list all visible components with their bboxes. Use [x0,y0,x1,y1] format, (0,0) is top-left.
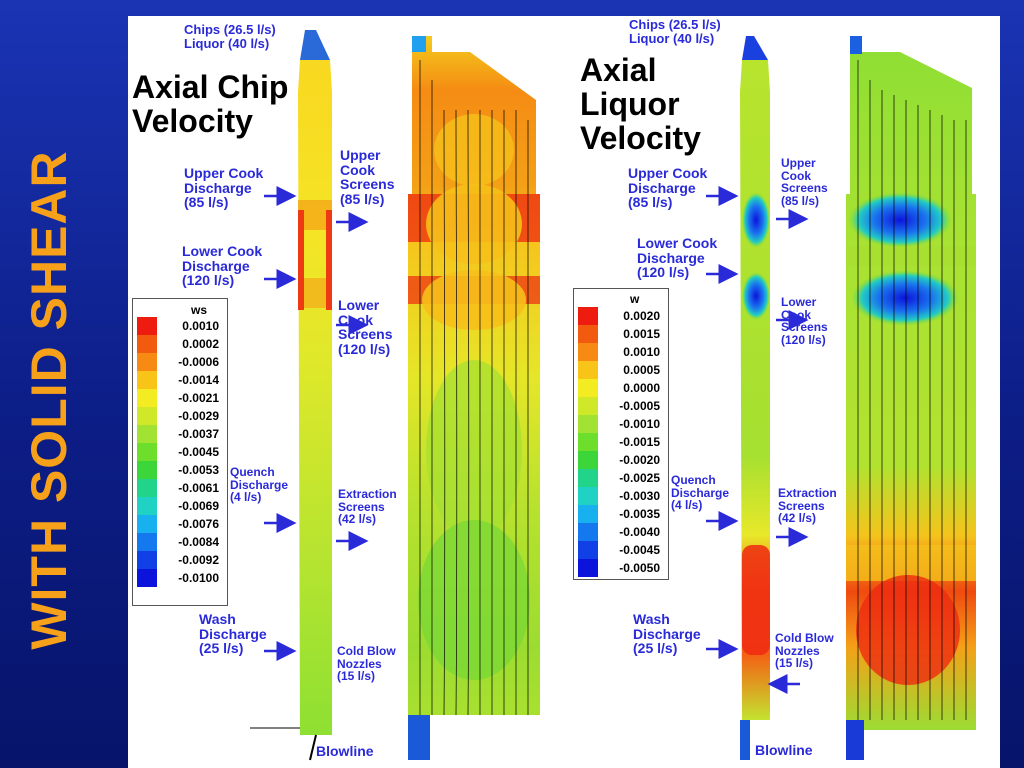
left-legend-value: -0.0006 [178,355,219,369]
right-legend-swatch [578,361,598,379]
right-lower-cook-screens-label: Lower Cook Screens (120 l/s) [781,295,828,347]
left-legend-swatch [137,389,157,407]
right-legend-value: -0.0025 [619,471,660,485]
right-wash-discharge-label: Wash Discharge (25 l/s) [633,611,701,657]
left-legend-value: 0.0002 [182,337,219,351]
right-legend-swatch [578,433,598,451]
left-legend-value: -0.0029 [178,409,219,423]
left-legend-value: 0.0010 [182,319,219,333]
right-legend-value: -0.0050 [619,561,660,575]
right-legend-value: -0.0010 [619,417,660,431]
right-arrows [706,186,809,694]
right-legend-value: -0.0040 [619,525,660,539]
left-blowline-label: Blowline [316,743,374,759]
left-legend-value: -0.0053 [178,463,219,477]
left-legend-value: -0.0076 [178,517,219,531]
right-legend-title: w [630,292,640,306]
left-extraction-screens-label: Extraction Screens (42 l/s) [338,487,397,527]
right-quench-discharge-label: Quench Discharge (4 l/s) [671,473,730,513]
right-legend-value: -0.0015 [619,435,660,449]
left-legend-swatch [137,479,157,497]
right-legend-swatch [578,451,598,469]
right-legend-swatch [578,343,598,361]
left-legend-swatch [137,569,157,587]
right-lower-cook-discharge-label: Lower Cook Discharge (120 l/s) [637,235,718,281]
right-legend-value: -0.0030 [619,489,660,503]
left-legend-value: -0.0021 [178,391,219,405]
right-legend-swatch [578,325,598,343]
left-legend-swatch [137,533,157,551]
left-legend-swatch [137,353,157,371]
left-chip-contour [408,36,540,760]
left-legend-value: -0.0092 [178,553,219,567]
left-cold-blow-nozzles-label: Cold Blow Nozzles (15 l/s) [337,644,396,684]
right-inlet-label: Chips (26.5 l/s) Liquor (40 l/s) [629,17,721,46]
right-title: Axial Liquor Velocity [580,52,701,157]
left-legend-swatch [137,461,157,479]
left-legend-swatch [137,335,157,353]
left-legend-value: -0.0069 [178,499,219,513]
streamlines [418,59,967,720]
right-legend-value: 0.0015 [623,327,660,341]
left-legend-swatch [137,425,157,443]
left-title: Axial Chip Velocity [132,69,289,140]
left-legend-swatch [137,443,157,461]
left-legend-value: -0.0061 [178,481,219,495]
left-quench-discharge-label: Quench Discharge (4 l/s) [230,465,289,505]
right-legend-swatch [578,307,598,325]
right-legend-value: -0.0035 [619,507,660,521]
left-lower-cook-screens-label: Lower Cook Screens (120 l/s) [338,297,393,358]
right-extraction-screens-label: Extraction Screens (42 l/s) [778,486,837,526]
right-legend-swatch [578,505,598,523]
right-blowline-label: Blowline [755,742,813,758]
left-legend-title: ws [191,303,208,317]
left-legend-value: -0.0045 [178,445,219,459]
right-legend-value: 0.0005 [623,363,660,377]
left-legend-swatch [137,317,157,335]
right-upper-cook-screens-label: Upper Cook Screens (85 l/s) [781,156,828,208]
left-chip-column [250,30,332,761]
left-lower-cook-discharge-label: Lower Cook Discharge (120 l/s) [182,243,263,289]
right-legend-swatch [578,487,598,505]
right-legend-swatch [578,523,598,541]
right-cold-blow-nozzles-label: Cold Blow Nozzles (15 l/s) [775,631,834,671]
left-legend-swatch [137,371,157,389]
left-inlet-label: Chips (26.5 l/s) Liquor (40 l/s) [184,22,276,51]
right-legend: w 0.0020 0.0015 0.0010 0.0005 0.0000 -0.0005 -… [573,288,669,580]
left-upper-cook-screens-label: Upper Cook Screens (85 l/s) [340,147,395,208]
left-legend-value: -0.0100 [178,571,219,585]
right-liquor-contour [846,36,976,760]
left-legend-swatch [137,515,157,533]
right-legend-swatch [578,397,598,415]
left-wash-discharge-label: Wash Discharge (25 l/s) [199,611,267,657]
left-legend-value: -0.0037 [178,427,219,441]
right-legend-value: 0.0010 [623,345,660,359]
right-legend-value: -0.0005 [619,399,660,413]
right-upper-cook-discharge-label: Upper Cook Discharge (85 l/s) [628,165,708,211]
left-legend-value: -0.0014 [178,373,219,387]
left-legend-swatch [137,551,157,569]
right-legend-swatch [578,469,598,487]
right-legend-swatch [578,415,598,433]
left-legend: ws 0.0010 0.0002 -0.0006 -0.0014 -0.0021 -0.0… [132,298,228,606]
right-legend-value: 0.0020 [623,309,660,323]
right-liquor-column [740,36,770,760]
right-legend-swatch [578,541,598,559]
left-upper-cook-discharge-label: Upper Cook Discharge (85 l/s) [184,165,264,211]
left-legend-swatch [137,407,157,425]
left-arrows [264,186,369,661]
right-legend-value: 0.0000 [623,381,660,395]
left-legend-swatch [137,497,157,515]
right-legend-swatch [578,559,598,577]
right-legend-swatch [578,379,598,397]
left-legend-value: -0.0084 [178,535,219,549]
right-legend-value: -0.0020 [619,453,660,467]
right-legend-value: -0.0045 [619,543,660,557]
